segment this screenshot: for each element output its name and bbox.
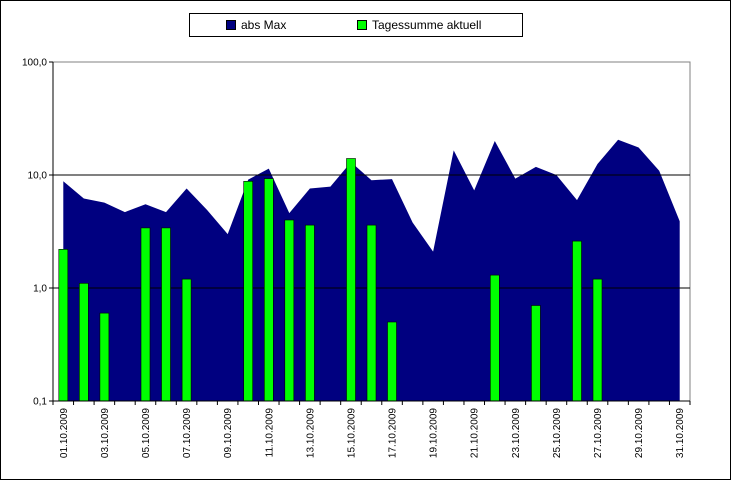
- x-tick-label: 25.10.2009: [552, 408, 563, 458]
- y-tick-label: 0,1: [33, 397, 47, 408]
- axis-layer: 0,1 1,0 10,0 100,0 01.10.2009 03.10.2009 05.10…: [22, 58, 691, 458]
- bar-tagessumme: [79, 282, 89, 402]
- x-tick-label: 13.10.2009: [305, 408, 316, 458]
- bar-tagessumme: [366, 224, 377, 402]
- x-tick-label: 09.10.2009: [223, 408, 234, 458]
- x-tick-label: 19.10.2009: [429, 408, 440, 458]
- x-tick-label: 31.10.2009: [675, 408, 686, 458]
- x-tick-label: 07.10.2009: [182, 408, 193, 458]
- legend: abs Max Tagessumme aktuell: [189, 13, 523, 37]
- bar-series-layer: [58, 158, 603, 402]
- bar-tagessumme: [531, 305, 541, 402]
- x-tick-label: 21.10.2009: [470, 408, 481, 458]
- bar-tagessumme: [161, 227, 171, 402]
- x-tick-label: 15.10.2009: [346, 408, 357, 458]
- bar-tagessumme: [284, 219, 295, 402]
- legend-item-tagessumme: Tagessumme aktuell: [357, 18, 481, 32]
- bar-tagessumme: [387, 321, 397, 402]
- bar-tagessumme: [181, 278, 192, 402]
- y-tick-label: 10,0: [28, 171, 48, 182]
- legend-label-abs-max: abs Max: [241, 18, 287, 32]
- x-tick-label: 29.10.2009: [634, 408, 645, 458]
- legend-swatch-abs-max: [226, 20, 236, 30]
- x-tick-label: 11.10.2009: [264, 408, 275, 458]
- bar-tagessumme: [305, 224, 315, 402]
- legend-label-tagessumme: Tagessumme aktuell: [372, 18, 482, 32]
- y-tick-label: 1,0: [33, 284, 47, 295]
- bar-tagessumme: [263, 178, 274, 402]
- bar-tagessumme: [243, 181, 253, 402]
- bar-tagessumme: [58, 249, 69, 402]
- legend-item-abs-max: abs Max: [226, 18, 286, 32]
- bar-tagessumme: [140, 227, 151, 402]
- bar-tagessumme: [572, 240, 582, 402]
- bar-tagessumme: [592, 278, 603, 402]
- y-tick-label: 100,0: [22, 58, 47, 69]
- bar-tagessumme: [99, 312, 110, 402]
- x-tick-label: 27.10.2009: [593, 408, 604, 458]
- legend-swatch-tagessumme: [357, 20, 367, 30]
- x-tick-label: 01.10.2009: [59, 408, 70, 458]
- x-tick-label: 03.10.2009: [100, 408, 111, 458]
- x-tick-label: 17.10.2009: [388, 408, 399, 458]
- bar-tagessumme: [346, 158, 356, 402]
- x-tick-label: 23.10.2009: [511, 408, 522, 458]
- x-tick-label: 05.10.2009: [141, 408, 152, 458]
- bar-tagessumme: [489, 274, 500, 402]
